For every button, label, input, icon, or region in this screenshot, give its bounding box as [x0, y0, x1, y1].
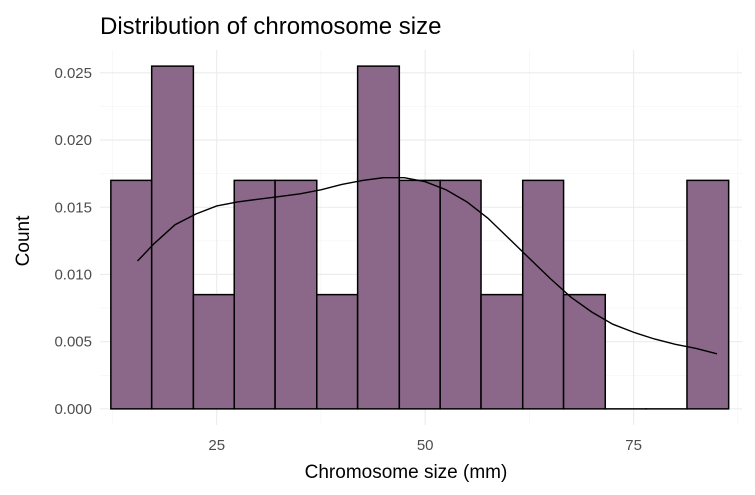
x-axis-title: Chromosome size (mm)	[305, 462, 508, 483]
bars	[110, 65, 730, 410]
histogram-bar	[110, 179, 153, 410]
histogram-bar	[439, 179, 482, 410]
y-axis-ticks: 0.000 0.005 0.010 0.015 0.020 0.025	[54, 65, 92, 418]
x-tick-label: 75	[625, 437, 642, 454]
y-tick-label: 0.010	[54, 266, 92, 283]
chart-title: Distribution of chromosome size	[100, 13, 441, 40]
y-axis-title: Count	[13, 215, 34, 266]
y-tick-label: 0.020	[54, 132, 92, 149]
histogram-bar	[562, 293, 607, 410]
x-tick-label: 25	[208, 437, 225, 454]
y-tick-label: 0.015	[54, 199, 92, 216]
x-axis-ticks: 25 50 75	[208, 437, 642, 454]
x-tick-label: 50	[417, 437, 434, 454]
y-tick-label: 0.025	[54, 65, 92, 82]
histogram-bar	[480, 293, 524, 410]
y-tick-label: 0.005	[54, 334, 92, 351]
y-tick-label: 0.000	[54, 401, 92, 418]
histogram-bar	[192, 293, 235, 410]
histogram-bar	[356, 65, 401, 410]
density-curve	[137, 176, 718, 355]
histogram-bar	[316, 293, 359, 410]
histogram-bar	[398, 179, 441, 410]
histogram-bar	[686, 179, 730, 410]
histogram-bar	[233, 179, 276, 410]
histogram-bar	[274, 179, 318, 410]
histogram-bar	[521, 179, 565, 410]
histogram-bar	[150, 65, 195, 410]
